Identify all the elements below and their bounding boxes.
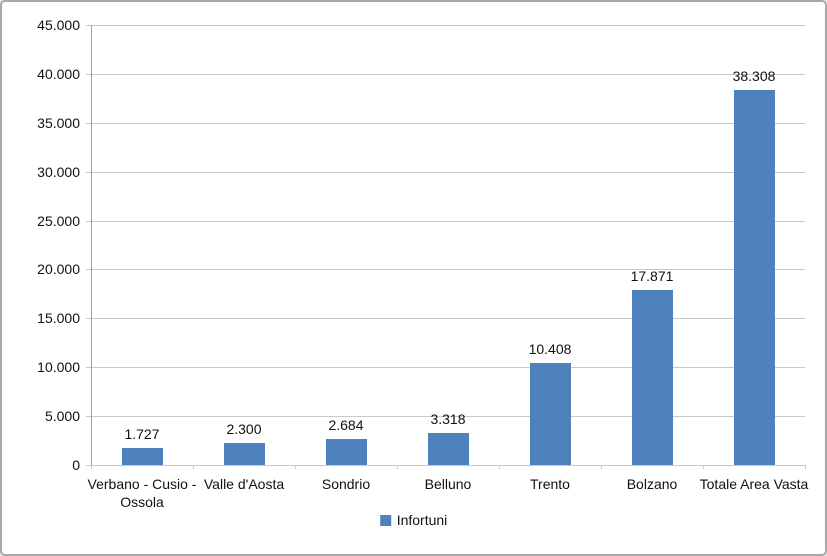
y-axis-tick-label: 25.000 — [37, 213, 80, 229]
gridline — [86, 221, 805, 222]
gridline — [86, 74, 805, 75]
y-axis-tick-label: 30.000 — [37, 164, 80, 180]
y-axis-tick-label: 40.000 — [37, 66, 80, 82]
y-axis-tick-label: 10.000 — [37, 359, 80, 375]
x-axis-tick — [295, 465, 296, 469]
x-axis-tick — [397, 465, 398, 469]
gridline — [86, 25, 805, 26]
y-axis-tick-label: 45.000 — [37, 17, 80, 33]
x-axis-category-label: Valle d'Aosta — [203, 476, 285, 492]
bar-4 — [428, 432, 469, 465]
bar-2 — [224, 442, 265, 465]
legend: Infortuni — [379, 512, 448, 528]
bar-value-label: 17.871 — [630, 268, 674, 284]
y-axis-line — [91, 25, 92, 469]
bar-value-label: 2.684 — [328, 417, 364, 433]
bar-value-label: 38.308 — [732, 68, 776, 84]
gridline — [86, 123, 805, 124]
bar-value-label: 3.318 — [430, 411, 466, 427]
y-axis-tick-label: 20.000 — [37, 261, 80, 277]
bar-6 — [632, 290, 673, 465]
x-axis-tick — [193, 465, 194, 469]
y-axis-tick-label: 5.000 — [44, 408, 80, 424]
y-axis-tick-label: 15.000 — [37, 310, 80, 326]
y-axis-tick-label: 0 — [72, 457, 80, 473]
x-axis-category-label: Sondrio — [321, 476, 371, 492]
gridline — [86, 318, 805, 319]
gridline — [86, 416, 805, 417]
bar-7 — [734, 90, 775, 465]
bar-value-label: 10.408 — [528, 341, 572, 357]
legend-swatch-icon — [379, 514, 391, 526]
x-axis-category-label: Belluno — [424, 476, 472, 492]
bar-1 — [122, 448, 163, 465]
bar-value-label: 1.727 — [124, 426, 160, 442]
bar-value-label: 2.300 — [226, 421, 262, 437]
x-axis-tick — [703, 465, 704, 469]
y-axis-tick-label: 35.000 — [37, 115, 80, 131]
x-axis-category-label: Totale Area Vasta — [699, 476, 809, 492]
x-axis-category-label: Verbano - Cusio - Ossola — [87, 476, 197, 510]
bar-3 — [326, 438, 367, 465]
x-axis-tick — [499, 465, 500, 469]
gridline — [86, 367, 805, 368]
x-axis-category-label: Trento — [530, 476, 570, 492]
x-axis-tick — [601, 465, 602, 469]
x-axis-tick — [91, 465, 92, 469]
x-axis-tick — [805, 465, 806, 469]
x-axis-category-label: Bolzano — [626, 476, 678, 492]
legend-label: Infortuni — [396, 512, 448, 528]
gridline — [86, 172, 805, 173]
x-axis-baseline — [86, 465, 805, 466]
gridline — [86, 269, 805, 270]
bar-5 — [530, 363, 571, 465]
